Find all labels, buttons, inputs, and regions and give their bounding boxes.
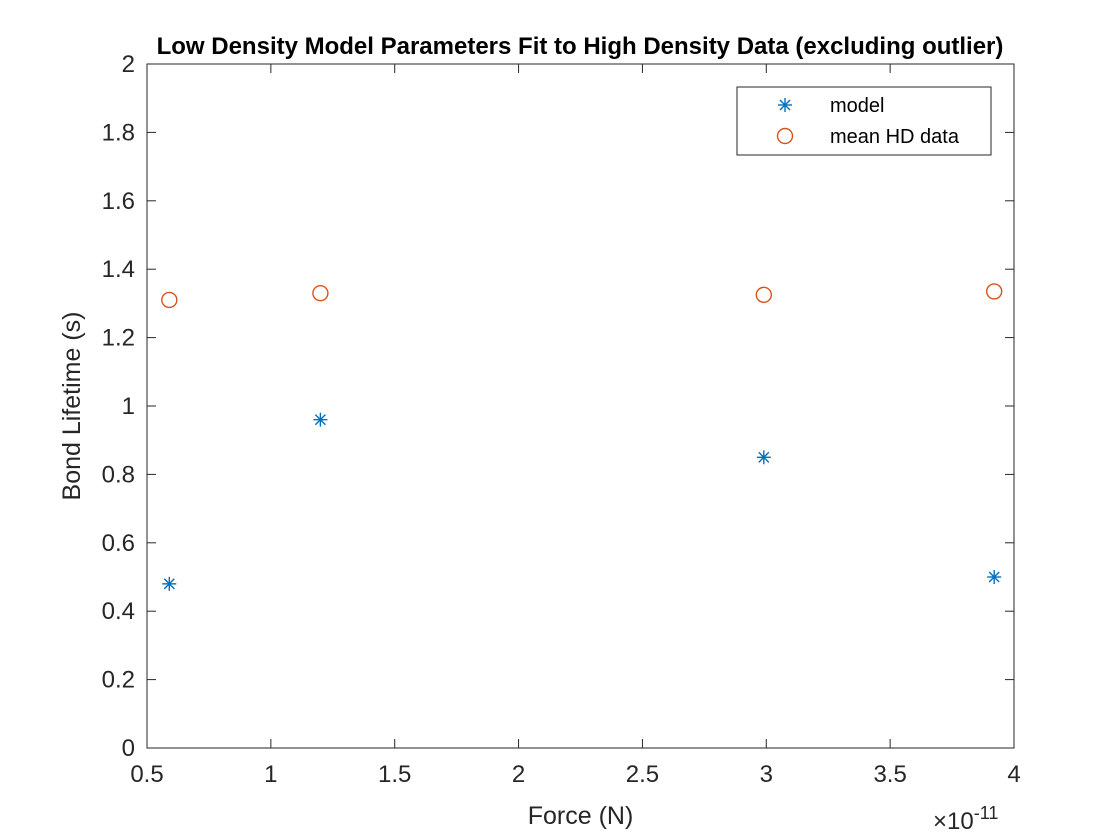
x-axis-exponent-power: -11 xyxy=(974,803,999,823)
x-tick-label: 0.5 xyxy=(130,761,163,788)
model-data-point xyxy=(313,412,328,427)
mean-hd-data-point xyxy=(312,284,329,302)
axis-ticks xyxy=(146,63,1015,749)
mean-hd-data-point xyxy=(755,286,773,304)
plot-area xyxy=(147,64,1014,748)
y-tick-label: 0.6 xyxy=(102,530,135,557)
model-data-point xyxy=(987,570,1002,584)
x-tick-label: 3.5 xyxy=(873,761,906,788)
x-tick-label: 3 xyxy=(760,761,773,788)
legend-marker xyxy=(778,98,792,112)
model-data-point xyxy=(756,450,771,465)
y-tick-label: 1 xyxy=(122,393,135,420)
y-tick-label: 2 xyxy=(122,51,135,78)
y-axis-label: Bond Lifetime (s) xyxy=(58,312,86,501)
y-tick-label: 1.6 xyxy=(102,188,135,215)
data-markers xyxy=(161,283,1003,591)
chart-title: Low Density Model Parameters Fit to High… xyxy=(157,33,1004,60)
x-tick-label: 4 xyxy=(1007,761,1020,788)
y-tick-label: 1.8 xyxy=(102,119,135,146)
mean-hd-data-point xyxy=(161,291,178,309)
axis-tick-labels: 0.5 1 1.5 2 2.5 3 3.5 4 0 0.2 0.4 0.6 0.8 1 1.2 1.4 1.6 1… xyxy=(102,51,1021,788)
legend-marker xyxy=(776,127,794,145)
x-tick-label: 2.5 xyxy=(626,761,659,788)
model-data-point xyxy=(162,576,177,591)
legend-box xyxy=(736,86,992,156)
legend-label: model xyxy=(830,95,884,117)
legend-label: mean HD data xyxy=(830,126,960,148)
plot-frame xyxy=(146,63,1015,749)
x-tick-label: 2 xyxy=(512,761,525,788)
x-tick-label: 1.5 xyxy=(378,761,411,788)
y-tick-label: 0.2 xyxy=(102,667,135,694)
x-tick-label: 1 xyxy=(264,761,277,788)
mean-hd-data-point xyxy=(985,283,1003,300)
legend: model mean HD data xyxy=(736,86,992,156)
y-tick-label: 0.8 xyxy=(102,461,135,488)
y-tick-label: 1.2 xyxy=(102,325,135,352)
x-axis-label: Force (N) xyxy=(528,802,634,830)
y-tick-label: 0 xyxy=(122,735,135,762)
y-tick-label: 1.4 xyxy=(102,256,135,283)
x-axis-exponent-base: ×10 xyxy=(933,808,974,835)
x-axis-exponent: ×10-11 xyxy=(933,803,998,835)
y-tick-label: 0.4 xyxy=(102,598,135,625)
